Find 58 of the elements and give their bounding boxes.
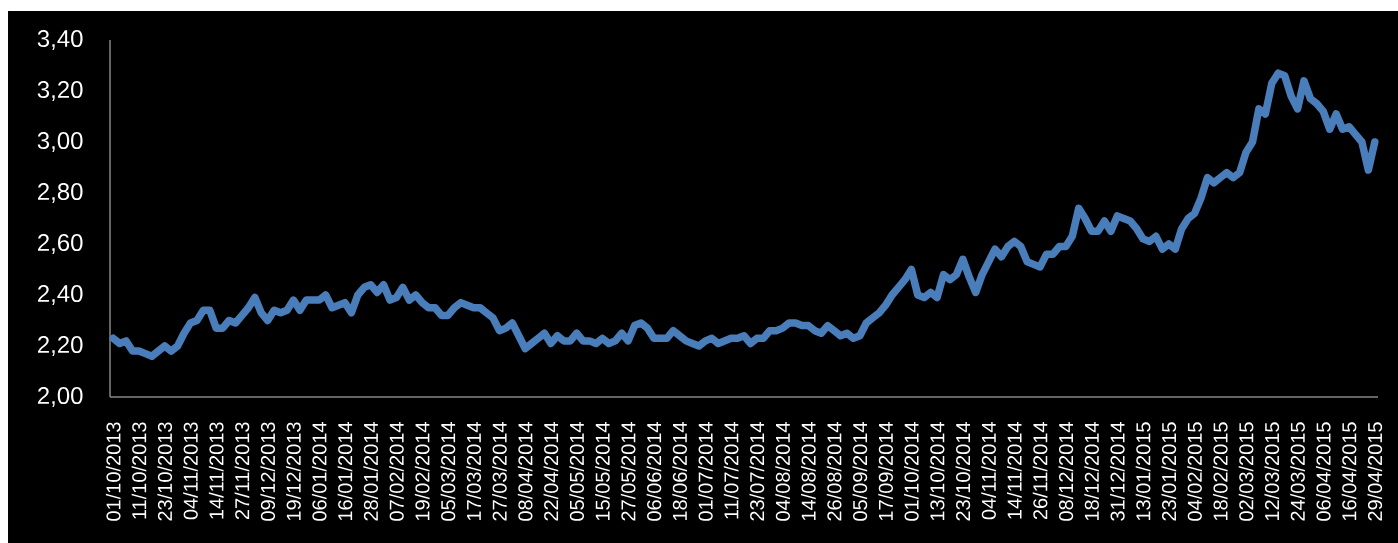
x-tick-label: 27/11/2013: [234, 422, 250, 520]
x-tick-label: 04/11/2014: [981, 422, 996, 520]
x-tick-label: 27/03/2014: [492, 422, 507, 521]
x-tick-label: 15/05/2014: [595, 422, 610, 521]
x-tick-label: 23/01/2015: [1161, 422, 1177, 521]
x-tick-label: 12/03/2015: [1264, 422, 1280, 521]
x-tick-label: 02/03/2015: [1238, 422, 1254, 521]
x-tick-label: 23/10/2014: [955, 422, 971, 521]
x-tick-label: 08/12/2014: [1058, 422, 1074, 521]
y-tick-label: 2,80: [37, 183, 83, 203]
x-tick-label: 14/08/2014: [801, 422, 816, 521]
x-tick-label: 01/10/2013: [105, 422, 121, 521]
x-tick-label: 26/08/2014: [826, 422, 842, 521]
x-tick-label: 07/02/2014: [389, 422, 404, 521]
x-tick-label: 05/05/2014: [569, 422, 585, 521]
x-tick-label: 23/10/2013: [157, 422, 173, 521]
x-tick-label: 18/06/2014: [672, 422, 687, 521]
x-tick-label: 05/09/2014: [852, 422, 868, 521]
x-tick-label: 24/03/2015: [1290, 422, 1305, 521]
x-tick-label: 09/12/2013: [260, 422, 276, 521]
x-tick-label: 17/09/2014: [878, 422, 893, 521]
x-tick-label: 23/07/2014: [749, 422, 765, 521]
x-tick-label: 05/03/2014: [440, 422, 456, 521]
x-tick-label: 18/02/2015: [1212, 422, 1228, 521]
x-tick-label: 04/02/2015: [1187, 422, 1202, 521]
y-tick-label: 2,00: [37, 387, 83, 407]
y-tick-label: 3,20: [37, 81, 83, 101]
x-tick-label: 13/10/2014: [929, 422, 945, 521]
y-tick-label: 2,60: [37, 234, 83, 254]
x-tick-label: 01/10/2014: [904, 422, 919, 521]
x-tick-label: 04/08/2014: [775, 422, 790, 521]
x-tick-label: 06/06/2014: [646, 422, 662, 521]
x-tick-label: 28/01/2014: [363, 422, 379, 521]
x-tick-label: 27/05/2014: [620, 422, 636, 521]
x-tick-label: 13/01/2015: [1135, 422, 1151, 521]
x-tick-label: 16/04/2015: [1341, 422, 1357, 521]
x-tick-label: 31/12/2014: [1109, 422, 1125, 521]
x-tick-label: 06/01/2014: [311, 422, 327, 521]
x-tick-label: 04/11/2013: [183, 422, 198, 520]
x-tick-label: 14/11/2014: [1006, 422, 1022, 519]
x-tick-label: 01/07/2014: [698, 422, 713, 521]
x-tick-label: 06/04/2015: [1315, 422, 1331, 521]
x-tick-label: 19/12/2013: [286, 422, 301, 521]
x-tick-label: 11/10/2013: [131, 422, 147, 519]
y-tick-label: 2,20: [37, 336, 83, 356]
y-tick-label: 3,00: [37, 132, 83, 152]
x-tick-label: 14/11/2013: [208, 422, 224, 519]
x-tick-label: 11/07/2014: [723, 422, 739, 519]
x-tick-label: 16/01/2014: [337, 422, 353, 521]
y-tick-label: 2,40: [37, 285, 83, 305]
x-tick-label: 22/04/2014: [543, 422, 559, 521]
y-tick-label: 3,40: [37, 30, 83, 50]
x-tick-label: 26/11/2014: [1032, 422, 1048, 520]
x-tick-label: 08/04/2014: [517, 422, 533, 521]
x-tick-label: 17/03/2014: [466, 422, 482, 521]
x-tick-label: 18/12/2014: [1084, 422, 1099, 521]
x-tick-label: 19/02/2014: [414, 422, 430, 521]
x-tick-label: 29/04/2015: [1367, 422, 1383, 521]
